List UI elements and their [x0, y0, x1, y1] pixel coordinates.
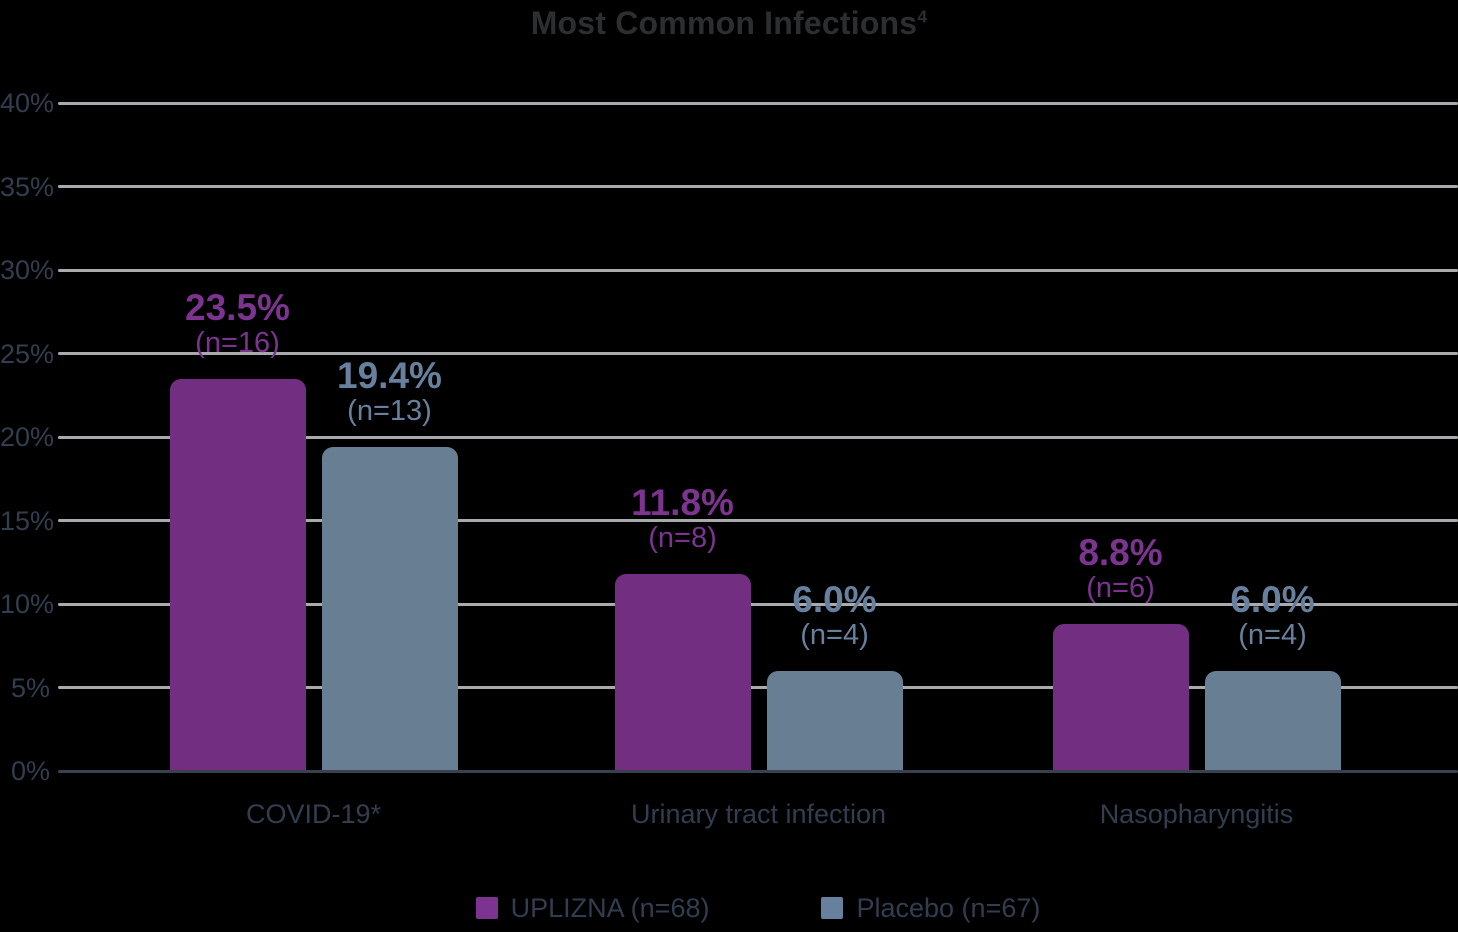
legend-label-uplizna: UPLIZNA (n=68) — [510, 893, 710, 923]
n-label-placebo-covid-19: (n=13) — [347, 395, 432, 428]
y-axis-label-20: 20% — [0, 422, 55, 452]
bar-uplizna-covid-19 — [169, 378, 306, 772]
value-label-group-uplizna-nasopharyngitis: 8.8% (n=6) — [1008, 532, 1234, 605]
x-axis-label-urinary-tract-infection: Urinary tract infection — [630, 799, 887, 829]
legend-label-placebo: Placebo (n=67) — [856, 893, 1041, 923]
value-label-placebo-covid-19: 19.4% — [337, 355, 442, 397]
legend-item-placebo: Placebo (n=67) — [821, 894, 1040, 922]
x-axis-label-nasopharyngitis: Nasopharyngitis — [1099, 799, 1294, 829]
n-label-uplizna-nasopharyngitis: (n=6) — [1086, 572, 1155, 605]
x-axis-label-covid-19: COVID-19* — [245, 799, 382, 829]
y-axis-label-15: 15% — [0, 505, 55, 536]
bar-placebo-nasopharyngitis — [1204, 670, 1341, 772]
bar-uplizna-urinary-tract-infection — [614, 573, 751, 772]
x-axis-baseline — [58, 769, 1458, 773]
legend-swatch-uplizna-icon — [475, 897, 498, 919]
n-label-uplizna-urinary-tract-infection: (n=8) — [648, 521, 717, 554]
gridline-35 — [58, 185, 1458, 188]
value-label-uplizna-covid-19: 23.5% — [185, 286, 290, 328]
value-label-uplizna-urinary-tract-infection: 11.8% — [631, 481, 734, 523]
value-label-group-placebo-nasopharyngitis: 6.0% (n=4) — [1160, 578, 1386, 651]
y-axis-label-25: 25% — [0, 338, 55, 369]
y-axis-label-35: 35% — [0, 171, 55, 202]
bar-uplizna-nasopharyngitis — [1052, 624, 1189, 772]
n-label-placebo-urinary-tract-infection: (n=4) — [800, 618, 869, 651]
y-axis-label-30: 30% — [0, 255, 55, 285]
value-label-group-uplizna-urinary-tract-infection: 11.8% (n=8) — [570, 481, 796, 554]
chart-title-text: Most Common Infections — [530, 5, 918, 41]
y-axis-label-5: 5% — [10, 672, 50, 703]
value-label-uplizna-nasopharyngitis: 8.8% — [1078, 532, 1163, 574]
legend-item-uplizna: UPLIZNA (n=68) — [475, 893, 710, 923]
value-label-group-placebo-covid-19: 19.4% (n=13) — [277, 355, 503, 428]
gridline-20 — [58, 435, 1458, 439]
legend-swatch-placebo-icon — [821, 897, 844, 919]
value-label-group-placebo-urinary-tract-infection: 6.0% (n=4) — [722, 578, 948, 651]
gridline-40 — [58, 101, 1458, 105]
legend: UPLIZNA (n=68) Placebo (n=67) — [58, 888, 1458, 928]
gridline-10 — [58, 602, 1458, 606]
value-label-placebo-nasopharyngitis: 6.0% — [1230, 578, 1315, 620]
bar-placebo-urinary-tract-infection — [766, 670, 903, 772]
y-axis-label-0: 0% — [10, 756, 50, 786]
value-label-group-uplizna-covid-19: 23.5% (n=16) — [125, 286, 351, 359]
y-axis-label-40: 40% — [0, 88, 55, 118]
gridline-25 — [58, 352, 1458, 355]
gridline-5 — [58, 686, 1458, 689]
n-label-placebo-nasopharyngitis: (n=4) — [1238, 618, 1307, 651]
value-label-placebo-urinary-tract-infection: 6.0% — [792, 578, 877, 620]
chart-title-superscript: 4 — [917, 6, 928, 27]
chart-title: Most Common Infections4 — [0, 5, 1458, 42]
y-axis-label-10: 10% — [0, 589, 55, 619]
n-label-uplizna-covid-19: (n=16) — [195, 326, 280, 359]
gridline-30 — [58, 268, 1458, 272]
bar-placebo-covid-19 — [321, 447, 458, 772]
gridline-15 — [58, 519, 1458, 522]
